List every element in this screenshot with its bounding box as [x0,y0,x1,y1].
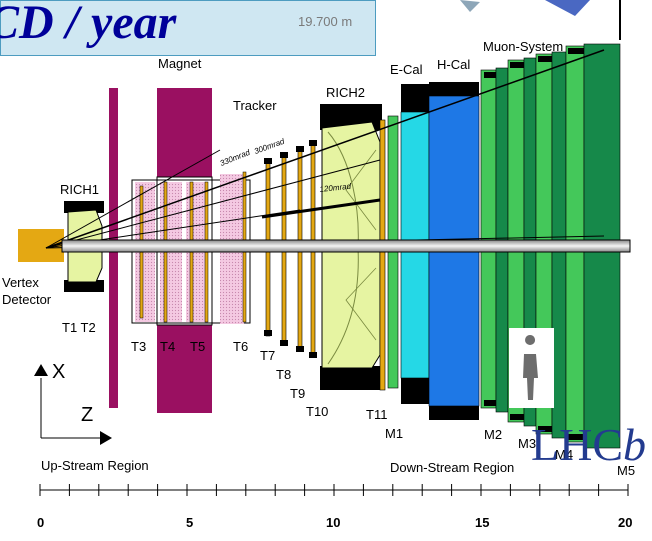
label-magnet: Magnet [158,56,202,71]
banner-distance: 19.700 m [298,14,353,29]
label-m2: M2 [484,427,503,442]
label-t6: T6 [233,339,249,354]
station-cap [296,146,304,152]
muon-cap [538,426,552,432]
muon-cap [510,62,524,68]
label-t11: T11 [366,407,388,422]
acceptance-line [261,198,381,219]
label-t4: T4 [160,339,176,354]
person-icon [523,335,538,400]
rich1-block [64,280,104,292]
banner: CD / year 19.700 m [0,0,376,56]
scale-label-10: 10 [326,515,341,530]
scale-ticks [39,484,629,496]
label-t1-t2: T1 T2 [62,320,96,335]
rich2-bottom-block [320,366,382,390]
station-cap [309,352,317,358]
label-rich2: RICH2 [326,85,366,100]
label-t9: T9 [290,386,306,401]
station-cap [280,340,288,346]
muon-cap [484,72,496,78]
muon-cap [568,434,584,440]
label-detector: Detector [2,292,52,307]
muon-cap [538,56,552,62]
ecal-bottom [401,376,429,404]
top-decoration [545,0,590,16]
label-vertex: Vertex [2,275,39,290]
station-cap [296,346,304,352]
scale-label-15: 15 [475,515,490,530]
label-m4: M4 [555,447,574,462]
label-m3: M3 [518,436,537,451]
logo-prefix: LHC [531,419,623,470]
station-cap [264,330,272,336]
label-m1: M1 [385,426,404,441]
tracker-t11 [379,119,386,391]
banner-text: CD / year [0,0,177,49]
experiment-logo: LHCb [531,422,646,468]
logo-suffix: b [623,419,646,470]
muon-cap [568,48,584,54]
scale-label-20: 20 [618,515,633,530]
label-rich1: RICH1 [60,182,100,197]
label-hcal: H-Cal [437,57,471,72]
label-muon-system: Muon-System [483,39,564,54]
hcal-bottom [429,404,479,420]
z-arrow-icon [100,431,112,445]
label-upstream: Up-Stream Region [41,458,149,473]
label-axis-x: X [52,361,66,383]
label-tracker: Tracker [233,98,277,113]
top-decoration [460,0,480,12]
label-t10: T10 [306,404,329,419]
acceptance-line [45,149,221,249]
station-cap [280,152,288,158]
label-t5: T5 [190,339,206,354]
hcal-top [429,82,479,98]
rich2-optics [345,267,377,341]
label-t8: T8 [276,367,292,382]
label-t7: T7 [260,348,276,363]
label-t3: T3 [131,339,147,354]
ecal-top [401,84,429,116]
label-downstream: Down-Stream Region [390,460,515,475]
acceptance-line [45,159,381,249]
label-axis-z: Z [81,404,94,426]
muon-cap [510,414,524,420]
scale-label-5: 5 [186,515,194,530]
scale-label-0: 0 [37,515,45,530]
station-cap [309,140,317,146]
magnet-top [157,88,212,177]
beam-pipe [61,239,631,253]
acceptance-line [45,49,605,249]
x-arrow-icon [34,364,48,376]
station-cap [264,158,272,164]
label-m5: M5 [617,463,636,478]
label-ecal: E-Cal [390,62,423,77]
muon-cap [484,400,496,406]
magnet-bottom [157,325,212,413]
